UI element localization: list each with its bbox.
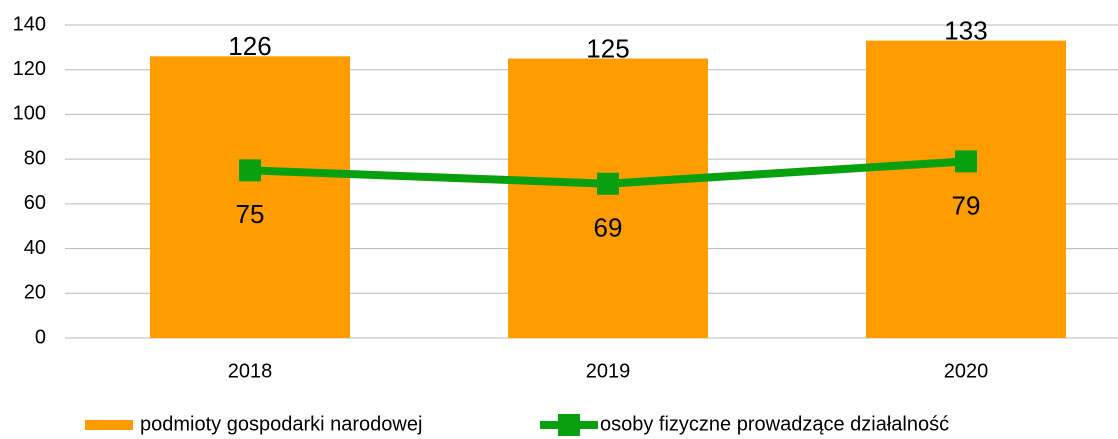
data-label: 75 [236, 199, 265, 229]
y-tick-label: 140 [13, 13, 46, 35]
legend-swatch [85, 420, 133, 430]
y-tick-label: 100 [13, 103, 46, 125]
x-tick-label: 2019 [586, 360, 631, 382]
y-tick-label: 20 [24, 282, 46, 304]
bar [150, 56, 350, 339]
marker [955, 150, 977, 173]
data-label: 125 [586, 33, 629, 63]
x-tick-label: 2018 [228, 360, 273, 382]
y-tick-label: 80 [24, 147, 46, 169]
bar [508, 58, 708, 339]
y-tick-label: 40 [24, 237, 46, 259]
data-label: 133 [944, 16, 987, 46]
y-tick-label: 60 [24, 192, 46, 214]
y-tick-label: 120 [13, 58, 46, 80]
marker [239, 159, 261, 182]
x-tick-label: 2020 [944, 360, 989, 382]
data-label: 69 [594, 213, 623, 243]
legend-marker [558, 414, 580, 436]
legend-label: podmioty gospodarki narodowej [140, 413, 422, 435]
data-label: 126 [228, 31, 271, 61]
y-tick-label: 0 [35, 326, 46, 348]
legend-label: osoby fizyczne prowadzące działalność [600, 413, 949, 435]
bar [866, 40, 1066, 339]
data-label: 79 [952, 190, 981, 220]
marker [597, 172, 619, 195]
